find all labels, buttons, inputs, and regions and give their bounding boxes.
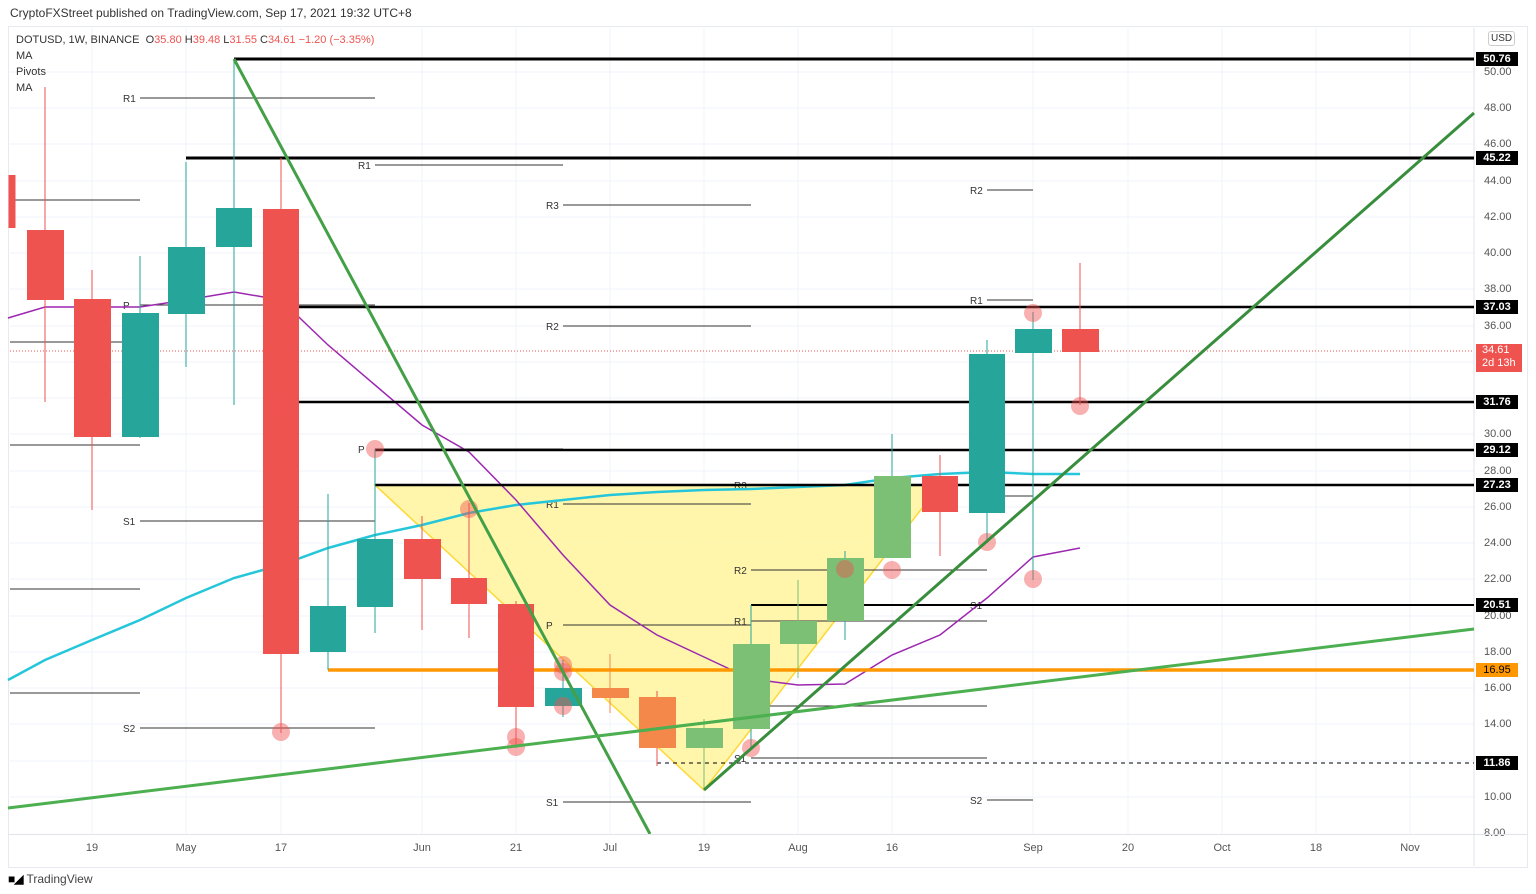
level-tag-50-76: 50.76	[1476, 52, 1518, 66]
pivot-lines	[10, 97, 1033, 803]
tradingview-logo[interactable]: ■◢ TradingView	[8, 872, 93, 886]
level-tag-20-51: 20.51	[1476, 598, 1518, 612]
current-price-tag: 34.61 2d 13h	[1476, 344, 1522, 372]
svg-text:R1: R1	[734, 617, 747, 628]
bar-countdown: 2d 13h	[1482, 357, 1516, 369]
svg-text:R2: R2	[546, 322, 559, 333]
svg-text:R1: R1	[123, 94, 136, 105]
key-levels	[10, 57, 1474, 764]
level-tag-37-03: 37.03	[1476, 300, 1518, 314]
symbol-label: DOTUSD, 1W, BINANCE	[16, 34, 140, 46]
publisher-caption: CryptoFXStreet published on TradingView.…	[10, 6, 412, 20]
candles	[8, 59, 1099, 790]
svg-text:R3: R3	[546, 201, 559, 212]
chart-legend: DOTUSD, 1W, BINANCE O35.80 H39.48 L31.55…	[16, 34, 375, 94]
svg-text:R3: R3	[734, 481, 747, 492]
change-value: −1.20 (−3.35%)	[298, 34, 375, 46]
svg-text:R1: R1	[546, 500, 559, 511]
time-axis[interactable]	[8, 834, 1528, 867]
tradingview-logo-icon: ■◢	[8, 872, 24, 886]
level-tag-27-23: 27.23	[1476, 478, 1518, 492]
currency-button[interactable]: USD	[1488, 31, 1516, 46]
svg-text:S1: S1	[546, 798, 559, 809]
svg-text:R1: R1	[970, 296, 983, 307]
indicator-ma-1[interactable]: MA	[16, 50, 33, 62]
level-tag-11-86: 11.86	[1476, 756, 1518, 770]
level-tag-45-22: 45.22	[1476, 151, 1518, 165]
svg-text:R2: R2	[970, 186, 983, 197]
level-tag-31-76: 31.76	[1476, 395, 1518, 409]
svg-text:P: P	[358, 445, 365, 456]
open-value: 35.80	[154, 34, 182, 46]
svg-text:R2: R2	[734, 566, 747, 577]
svg-text:R1: R1	[358, 161, 371, 172]
level-tag-16-95: 16.95	[1476, 663, 1518, 677]
trend-lines	[7, 58, 1475, 835]
chart-frame	[8, 26, 1528, 868]
indicator-ma-2[interactable]: MA	[16, 82, 33, 94]
svg-text:S2: S2	[970, 796, 983, 807]
close-value: 34.61	[267, 34, 296, 46]
svg-text:S1: S1	[123, 517, 136, 528]
low-value: 31.55	[229, 34, 257, 46]
indicator-pivots[interactable]: Pivots	[16, 66, 46, 78]
high-value: 39.48	[192, 34, 221, 46]
svg-text:S2: S2	[123, 724, 136, 735]
level-tag-29-12: 29.12	[1476, 443, 1518, 457]
svg-text:P: P	[546, 621, 553, 632]
